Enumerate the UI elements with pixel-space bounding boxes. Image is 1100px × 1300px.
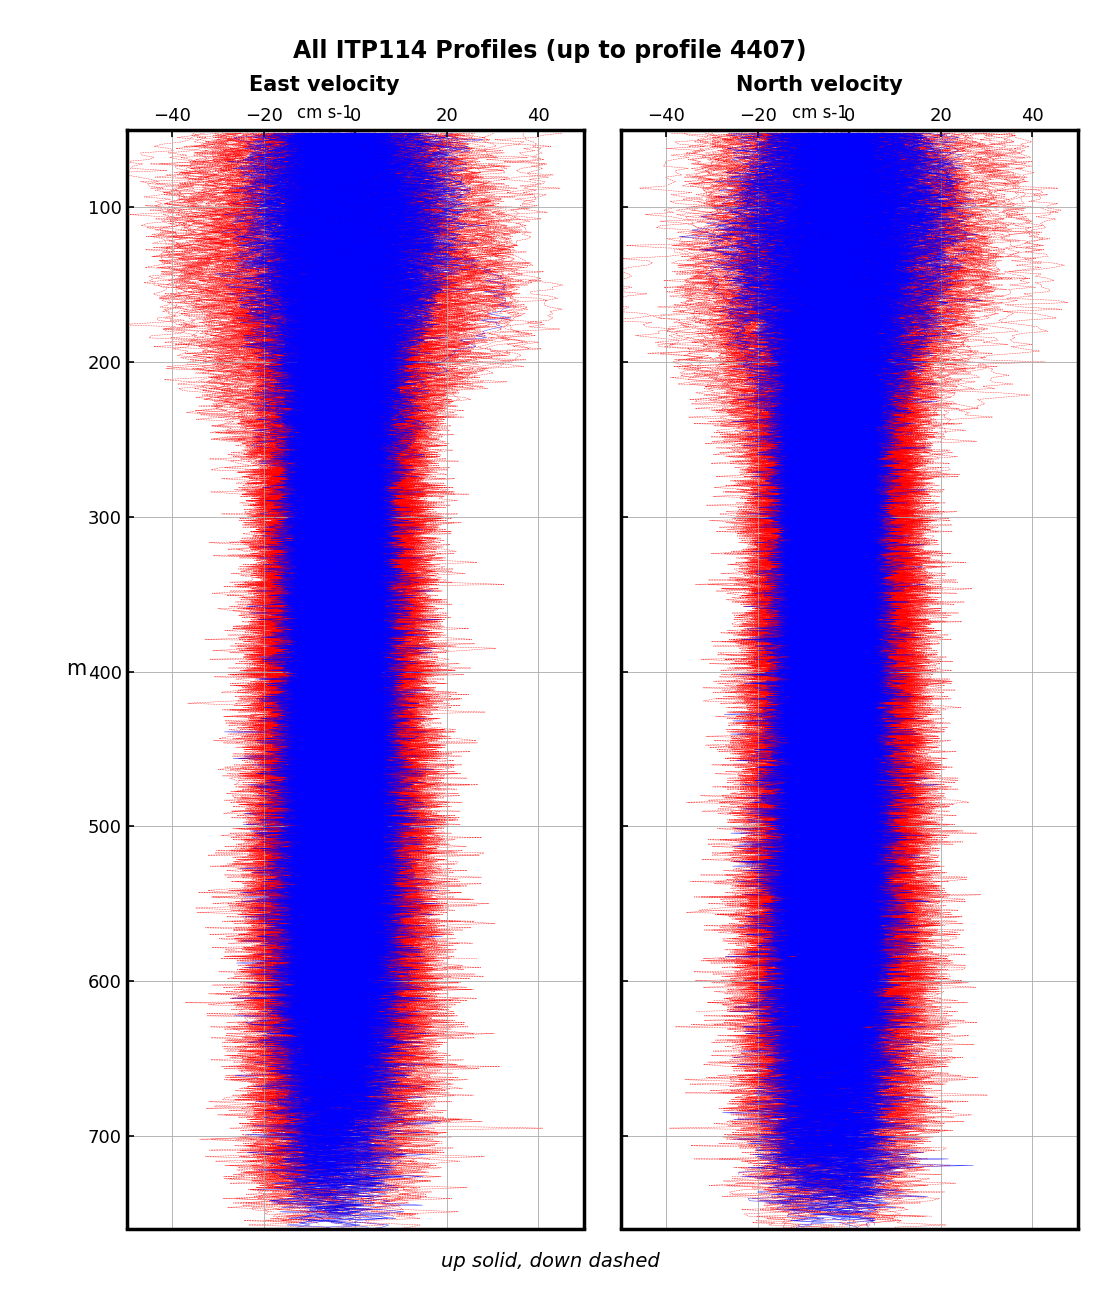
Text: East velocity: East velocity [250,75,399,95]
Text: North velocity: North velocity [736,75,903,95]
Text: up solid, down dashed: up solid, down dashed [441,1252,659,1271]
Text: cm s-1: cm s-1 [792,104,847,122]
Text: All ITP114 Profiles (up to profile 4407): All ITP114 Profiles (up to profile 4407) [294,39,806,62]
Text: cm s-1: cm s-1 [297,104,352,122]
Y-axis label: m: m [66,659,87,679]
